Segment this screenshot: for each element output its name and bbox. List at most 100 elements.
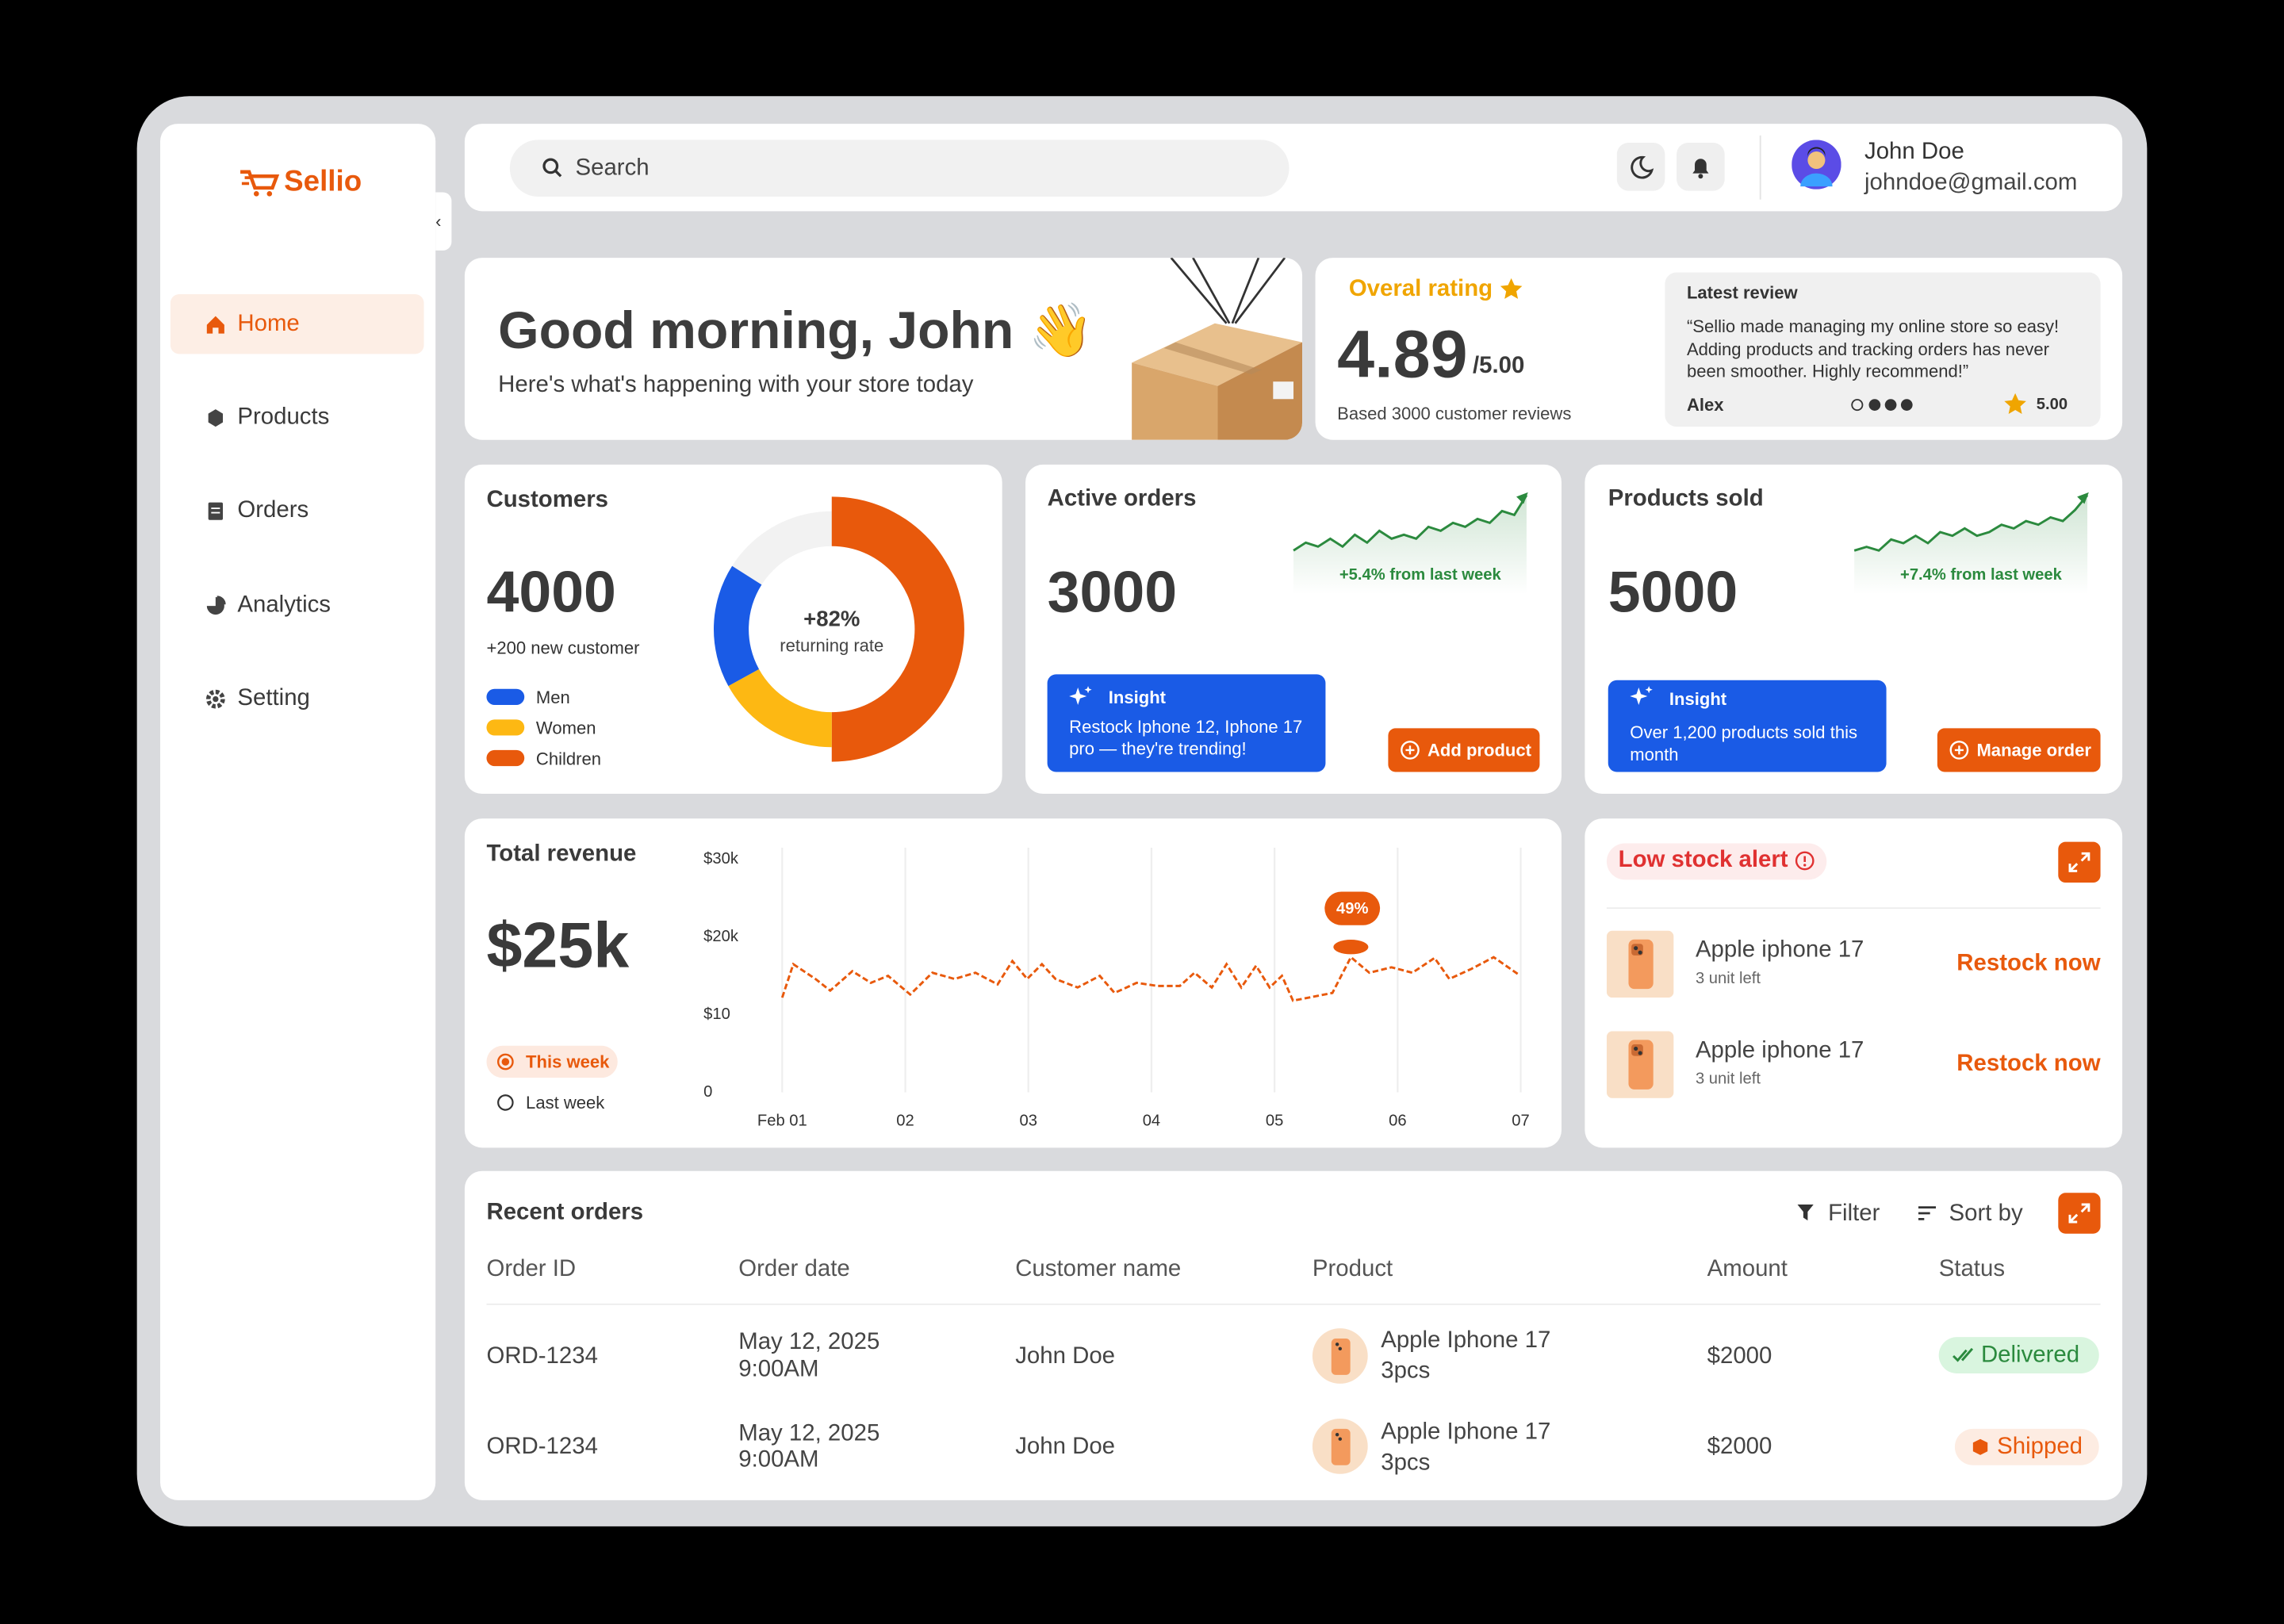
order-customer: John Doe bbox=[1015, 1344, 1116, 1369]
greeting-text: Good morning, John bbox=[498, 300, 1014, 360]
column-header: Status bbox=[1938, 1257, 2006, 1282]
order-id: ORD-1234 bbox=[486, 1344, 598, 1369]
status-label: Shipped bbox=[1997, 1434, 2083, 1460]
radio-unchecked[interactable] bbox=[496, 1094, 514, 1111]
restock-link[interactable]: Restock now bbox=[1956, 951, 2101, 976]
button-label[interactable]: Manage order bbox=[1976, 740, 2091, 760]
nav-label[interactable]: Products bbox=[237, 404, 330, 430]
bell-icon bbox=[1692, 159, 1709, 179]
brand-name: Sellio bbox=[284, 166, 362, 198]
sort-button[interactable]: Sort by bbox=[1949, 1201, 2023, 1227]
review-author: Alex bbox=[1686, 394, 1724, 416]
card-title: Active orders bbox=[1047, 486, 1197, 511]
sparkline-annotation: +5.4% from last week bbox=[1339, 566, 1501, 584]
avatar[interactable] bbox=[1792, 140, 1841, 190]
product-image bbox=[1606, 930, 1674, 998]
order-time: 9:00AM bbox=[738, 1357, 819, 1383]
stock-item-name: Apple iphone 17 bbox=[1695, 1038, 1864, 1063]
order-amount: $2000 bbox=[1707, 1434, 1772, 1460]
sparkline-annotation: +7.4% from last week bbox=[1900, 566, 2062, 584]
stock-item-count: 3 unit left bbox=[1695, 970, 1761, 988]
restock-link[interactable]: Restock now bbox=[1956, 1051, 2101, 1077]
revenue-card bbox=[464, 818, 1562, 1148]
legend-label: Children bbox=[535, 749, 602, 769]
nav-label[interactable]: Setting bbox=[237, 686, 310, 711]
column-header: Amount bbox=[1707, 1257, 1788, 1282]
insight-text: Restock Iphone 12, Iphone 17 pro — they'… bbox=[1069, 716, 1303, 759]
add-product-button[interactable]: Add product bbox=[1388, 728, 1540, 772]
rating-scale: /5.00 bbox=[1472, 354, 1525, 379]
order-product: Apple Iphone 17 bbox=[1381, 1328, 1551, 1354]
card-title: Total revenue bbox=[486, 841, 637, 867]
brand-logo bbox=[240, 170, 280, 197]
order-date: May 12, 2025 bbox=[738, 1421, 880, 1446]
order-qty: 3pcs bbox=[1381, 1358, 1431, 1384]
stock-item-name: Apple iphone 17 bbox=[1695, 937, 1864, 963]
nav-label[interactable]: Analytics bbox=[237, 592, 331, 618]
legend-swatch bbox=[486, 749, 525, 767]
nav-icon bbox=[208, 502, 224, 520]
card-value: 3000 bbox=[1047, 561, 1178, 625]
greeting-emoji: 👋 bbox=[1028, 300, 1094, 360]
theme-toggle[interactable] bbox=[1616, 143, 1665, 191]
column-header: Product bbox=[1312, 1257, 1393, 1282]
rating-label: Overal rating bbox=[1348, 276, 1493, 302]
review-score: 5.00 bbox=[2036, 396, 2068, 414]
search-box[interactable] bbox=[509, 140, 1290, 197]
divider bbox=[1606, 907, 2101, 910]
order-product: Apple Iphone 17 bbox=[1381, 1419, 1551, 1446]
review-pager[interactable] bbox=[1847, 396, 1917, 414]
period-label[interactable]: Last week bbox=[526, 1092, 605, 1113]
user-name: John Doe bbox=[1864, 140, 1964, 165]
order-amount: $2000 bbox=[1707, 1344, 1772, 1369]
search-placeholder[interactable]: Search bbox=[575, 155, 650, 181]
product-thumb bbox=[1312, 1418, 1368, 1474]
column-header: Customer name bbox=[1015, 1257, 1182, 1282]
sort-icon bbox=[1918, 1206, 1937, 1220]
insight-title: Insight bbox=[1108, 687, 1166, 708]
card-change: +200 new customer bbox=[486, 638, 640, 659]
legend-swatch bbox=[486, 719, 525, 736]
insight-box bbox=[1608, 680, 1887, 772]
nav-icon bbox=[208, 409, 224, 427]
stock-item-count: 3 unit left bbox=[1695, 1071, 1761, 1089]
divider bbox=[1759, 135, 1761, 200]
review-box bbox=[1665, 272, 2101, 427]
filter-icon bbox=[1797, 1204, 1814, 1221]
expand-icon bbox=[2068, 852, 2090, 872]
legend-swatch bbox=[486, 688, 525, 705]
nav-icon bbox=[205, 689, 225, 709]
card-value: 5000 bbox=[1608, 561, 1738, 625]
box-illustration bbox=[1132, 258, 1303, 440]
order-id: ORD-1234 bbox=[486, 1434, 598, 1460]
card-value: 4000 bbox=[486, 561, 616, 625]
expand-button[interactable] bbox=[2058, 841, 2101, 883]
card-title: Recent orders bbox=[486, 1200, 644, 1225]
nav-label[interactable]: Home bbox=[237, 312, 300, 337]
collapse-toggle[interactable]: ‹ bbox=[435, 192, 452, 251]
nav-icon bbox=[206, 596, 226, 615]
star-icon bbox=[2004, 393, 2026, 415]
insight-box bbox=[1047, 674, 1326, 772]
info-icon bbox=[1795, 851, 1815, 871]
nav-label[interactable]: Orders bbox=[237, 498, 309, 523]
order-time: 9:00AM bbox=[738, 1447, 819, 1473]
button-label[interactable]: Add product bbox=[1428, 740, 1532, 760]
period-label[interactable]: This week bbox=[526, 1051, 610, 1072]
notifications[interactable] bbox=[1677, 143, 1725, 191]
product-thumb bbox=[1312, 1328, 1368, 1384]
radio-checked[interactable] bbox=[496, 1053, 514, 1071]
user-email: johndoe@gmail.com bbox=[1864, 170, 2078, 196]
divider bbox=[486, 1303, 2101, 1305]
legend-label: Women bbox=[535, 718, 596, 739]
sparkle-icon bbox=[1630, 686, 1653, 705]
order-date: May 12, 2025 bbox=[738, 1329, 880, 1355]
order-qty: 3pcs bbox=[1381, 1450, 1431, 1476]
filter-button[interactable]: Filter bbox=[1828, 1201, 1880, 1227]
manage-order-button[interactable]: Manage order bbox=[1937, 728, 2101, 772]
insight-text: Over 1,200 products sold this month bbox=[1630, 722, 1858, 765]
expand-button[interactable] bbox=[2058, 1193, 2101, 1234]
